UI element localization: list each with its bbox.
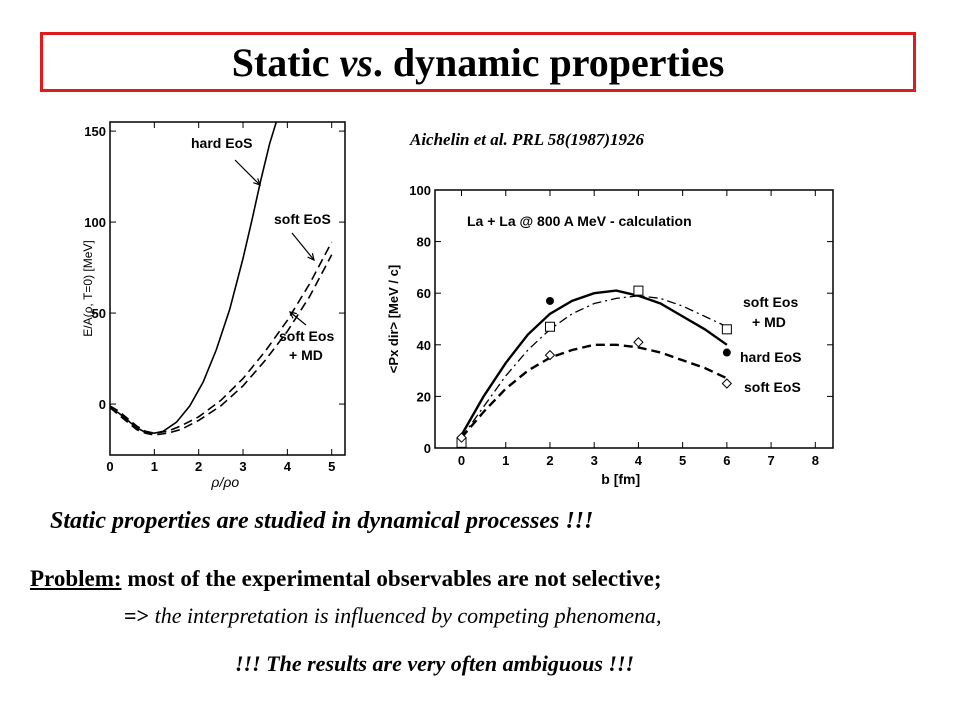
x-tick-label: 8	[812, 453, 819, 468]
problem-line: Problem: most of the experimental observ…	[30, 566, 662, 592]
annotation-label: hard EoS	[191, 135, 252, 151]
y-tick-label: 100	[409, 183, 431, 198]
statement: Static properties are studied in dynamic…	[50, 508, 594, 534]
interpretation-line: => the interpretation is influenced by c…	[124, 603, 661, 629]
data-point-square	[633, 285, 644, 296]
y-tick-label: 150	[84, 124, 106, 139]
y-tick-label: 0	[424, 441, 431, 456]
series-curve-0	[460, 289, 728, 436]
title-part-1: Static	[231, 39, 340, 85]
chart-title: La + La @ 800 A MeV - calculation	[467, 213, 692, 229]
plot-frame	[434, 189, 834, 449]
ambiguous-note: !!! The results are very often ambiguous…	[235, 651, 635, 676]
x-tick-label: 5	[679, 453, 686, 468]
plot-frame	[109, 121, 346, 456]
title-box: Static vs. dynamic properties	[40, 32, 916, 92]
series-line-2	[110, 254, 333, 436]
y-tick-label: 100	[84, 215, 106, 230]
y-axis-label: E/A(ρ, T=0) [MeV]	[81, 240, 95, 337]
slide-title: Static vs. dynamic properties	[232, 39, 725, 86]
annotation-arrow	[291, 232, 315, 261]
x-tick-label: 3	[591, 453, 598, 468]
annotation-label: soft Eos	[743, 294, 798, 310]
data-point-circle	[545, 296, 554, 305]
annotation-label: soft EoS	[744, 379, 801, 395]
y-tick-label: 80	[417, 235, 431, 250]
series-curve-2	[460, 343, 728, 439]
data-point-diamond	[633, 337, 644, 348]
annotation-label: hard EoS	[740, 349, 801, 365]
x-axis-label: ρ/ρo	[210, 474, 239, 490]
annotation-label: soft Eos	[279, 328, 334, 344]
x-tick-label: 0	[458, 453, 465, 468]
x-tick-label: 2	[546, 453, 553, 468]
x-tick-label: 1	[151, 459, 158, 474]
annotation-arrowhead	[253, 178, 261, 186]
x-tick-label: 1	[502, 453, 509, 468]
annotation-arrowhead	[288, 311, 297, 319]
data-point-circle	[722, 348, 731, 357]
data-point-diamond	[456, 432, 467, 443]
annotation-label: + MD	[752, 314, 786, 330]
interpretation-text: the interpretation is influenced by comp…	[154, 603, 662, 628]
citation: Aichelin et al. PRL 58(1987)1926	[410, 130, 645, 149]
series-curve-1	[460, 295, 728, 439]
x-tick-label: 6	[723, 453, 730, 468]
annotation-arrowhead	[307, 253, 315, 262]
data-point-diamond	[721, 378, 733, 389]
annotation-arrow	[289, 311, 307, 326]
y-tick-label: 40	[417, 338, 431, 353]
title-part-2: . dynamic properties	[372, 39, 725, 85]
title-italic: vs	[339, 39, 373, 85]
series-line-0	[110, 122, 278, 435]
y-tick-label: 0	[99, 397, 106, 412]
x-axis-label: b [fm]	[601, 471, 640, 487]
y-tick-label: 50	[92, 306, 106, 321]
y-tick-label: 20	[417, 389, 431, 404]
arrow-symbol: =>	[124, 603, 155, 628]
x-tick-label: 2	[195, 459, 202, 474]
y-tick-label: 60	[417, 286, 431, 301]
x-tick-label: 4	[635, 453, 643, 468]
data-point-square	[721, 324, 732, 335]
data-point-square	[544, 321, 555, 332]
x-tick-label: 4	[284, 459, 292, 474]
x-tick-label: 3	[239, 459, 246, 474]
annotation-label: + MD	[289, 347, 323, 363]
x-tick-label: 7	[767, 453, 774, 468]
annotation-label: soft EoS	[274, 211, 331, 227]
data-point-diamond	[544, 349, 556, 361]
x-tick-label: 0	[106, 459, 113, 474]
problem-text: most of the experimental observables are…	[121, 566, 662, 591]
y-axis-label: <Px dir> [MeV / c]	[386, 265, 401, 373]
annotation-arrow	[234, 159, 261, 186]
x-tick-label: 5	[328, 459, 335, 474]
problem-label: Problem:	[30, 566, 122, 591]
